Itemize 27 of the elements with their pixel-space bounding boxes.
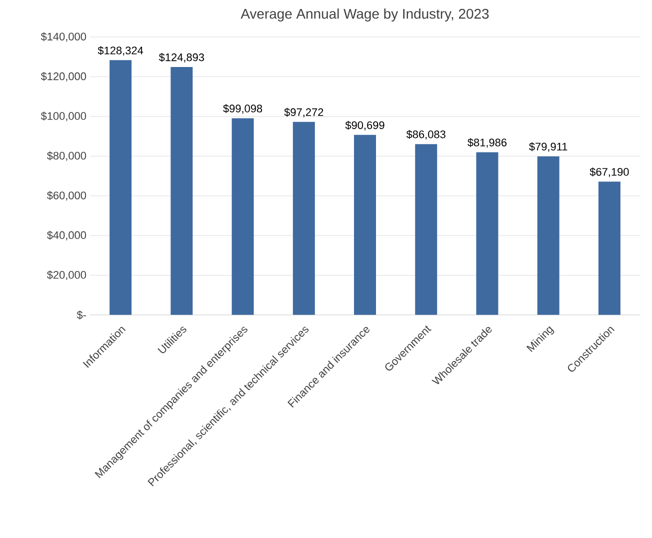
y-tick-label: $20,000	[46, 270, 86, 280]
bar	[415, 144, 438, 315]
data-label: $97,272	[284, 108, 324, 118]
bar	[537, 156, 560, 315]
bar	[292, 122, 315, 315]
y-tick-label: $40,000	[46, 230, 86, 240]
y-tick-label: $80,000	[46, 151, 86, 161]
chart-title: Average Annual Wage by Industry, 2023	[240, 8, 489, 22]
y-tick-label: $60,000	[46, 191, 86, 201]
bar	[110, 60, 132, 315]
y-tick-label: $100,000	[40, 112, 86, 122]
data-label: $79,911	[529, 142, 568, 152]
bar	[476, 152, 498, 315]
y-tick-label: $140,000	[40, 32, 86, 42]
bar	[232, 118, 254, 315]
y-tick-label: $120,000	[40, 72, 86, 82]
data-label: $124,893	[158, 52, 204, 62]
bar	[354, 134, 376, 315]
data-label: $86,083	[406, 130, 446, 140]
data-label: $90,699	[345, 120, 384, 130]
data-label: $67,190	[590, 168, 629, 178]
data-label: $81,986	[468, 138, 507, 148]
data-label: $128,324	[98, 46, 144, 56]
data-label: $99,098	[223, 104, 262, 114]
bar	[598, 182, 620, 315]
y-tick-label: $-	[76, 310, 86, 320]
bar	[170, 66, 193, 315]
